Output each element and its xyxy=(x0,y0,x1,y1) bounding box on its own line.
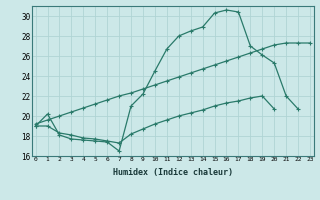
X-axis label: Humidex (Indice chaleur): Humidex (Indice chaleur) xyxy=(113,168,233,177)
